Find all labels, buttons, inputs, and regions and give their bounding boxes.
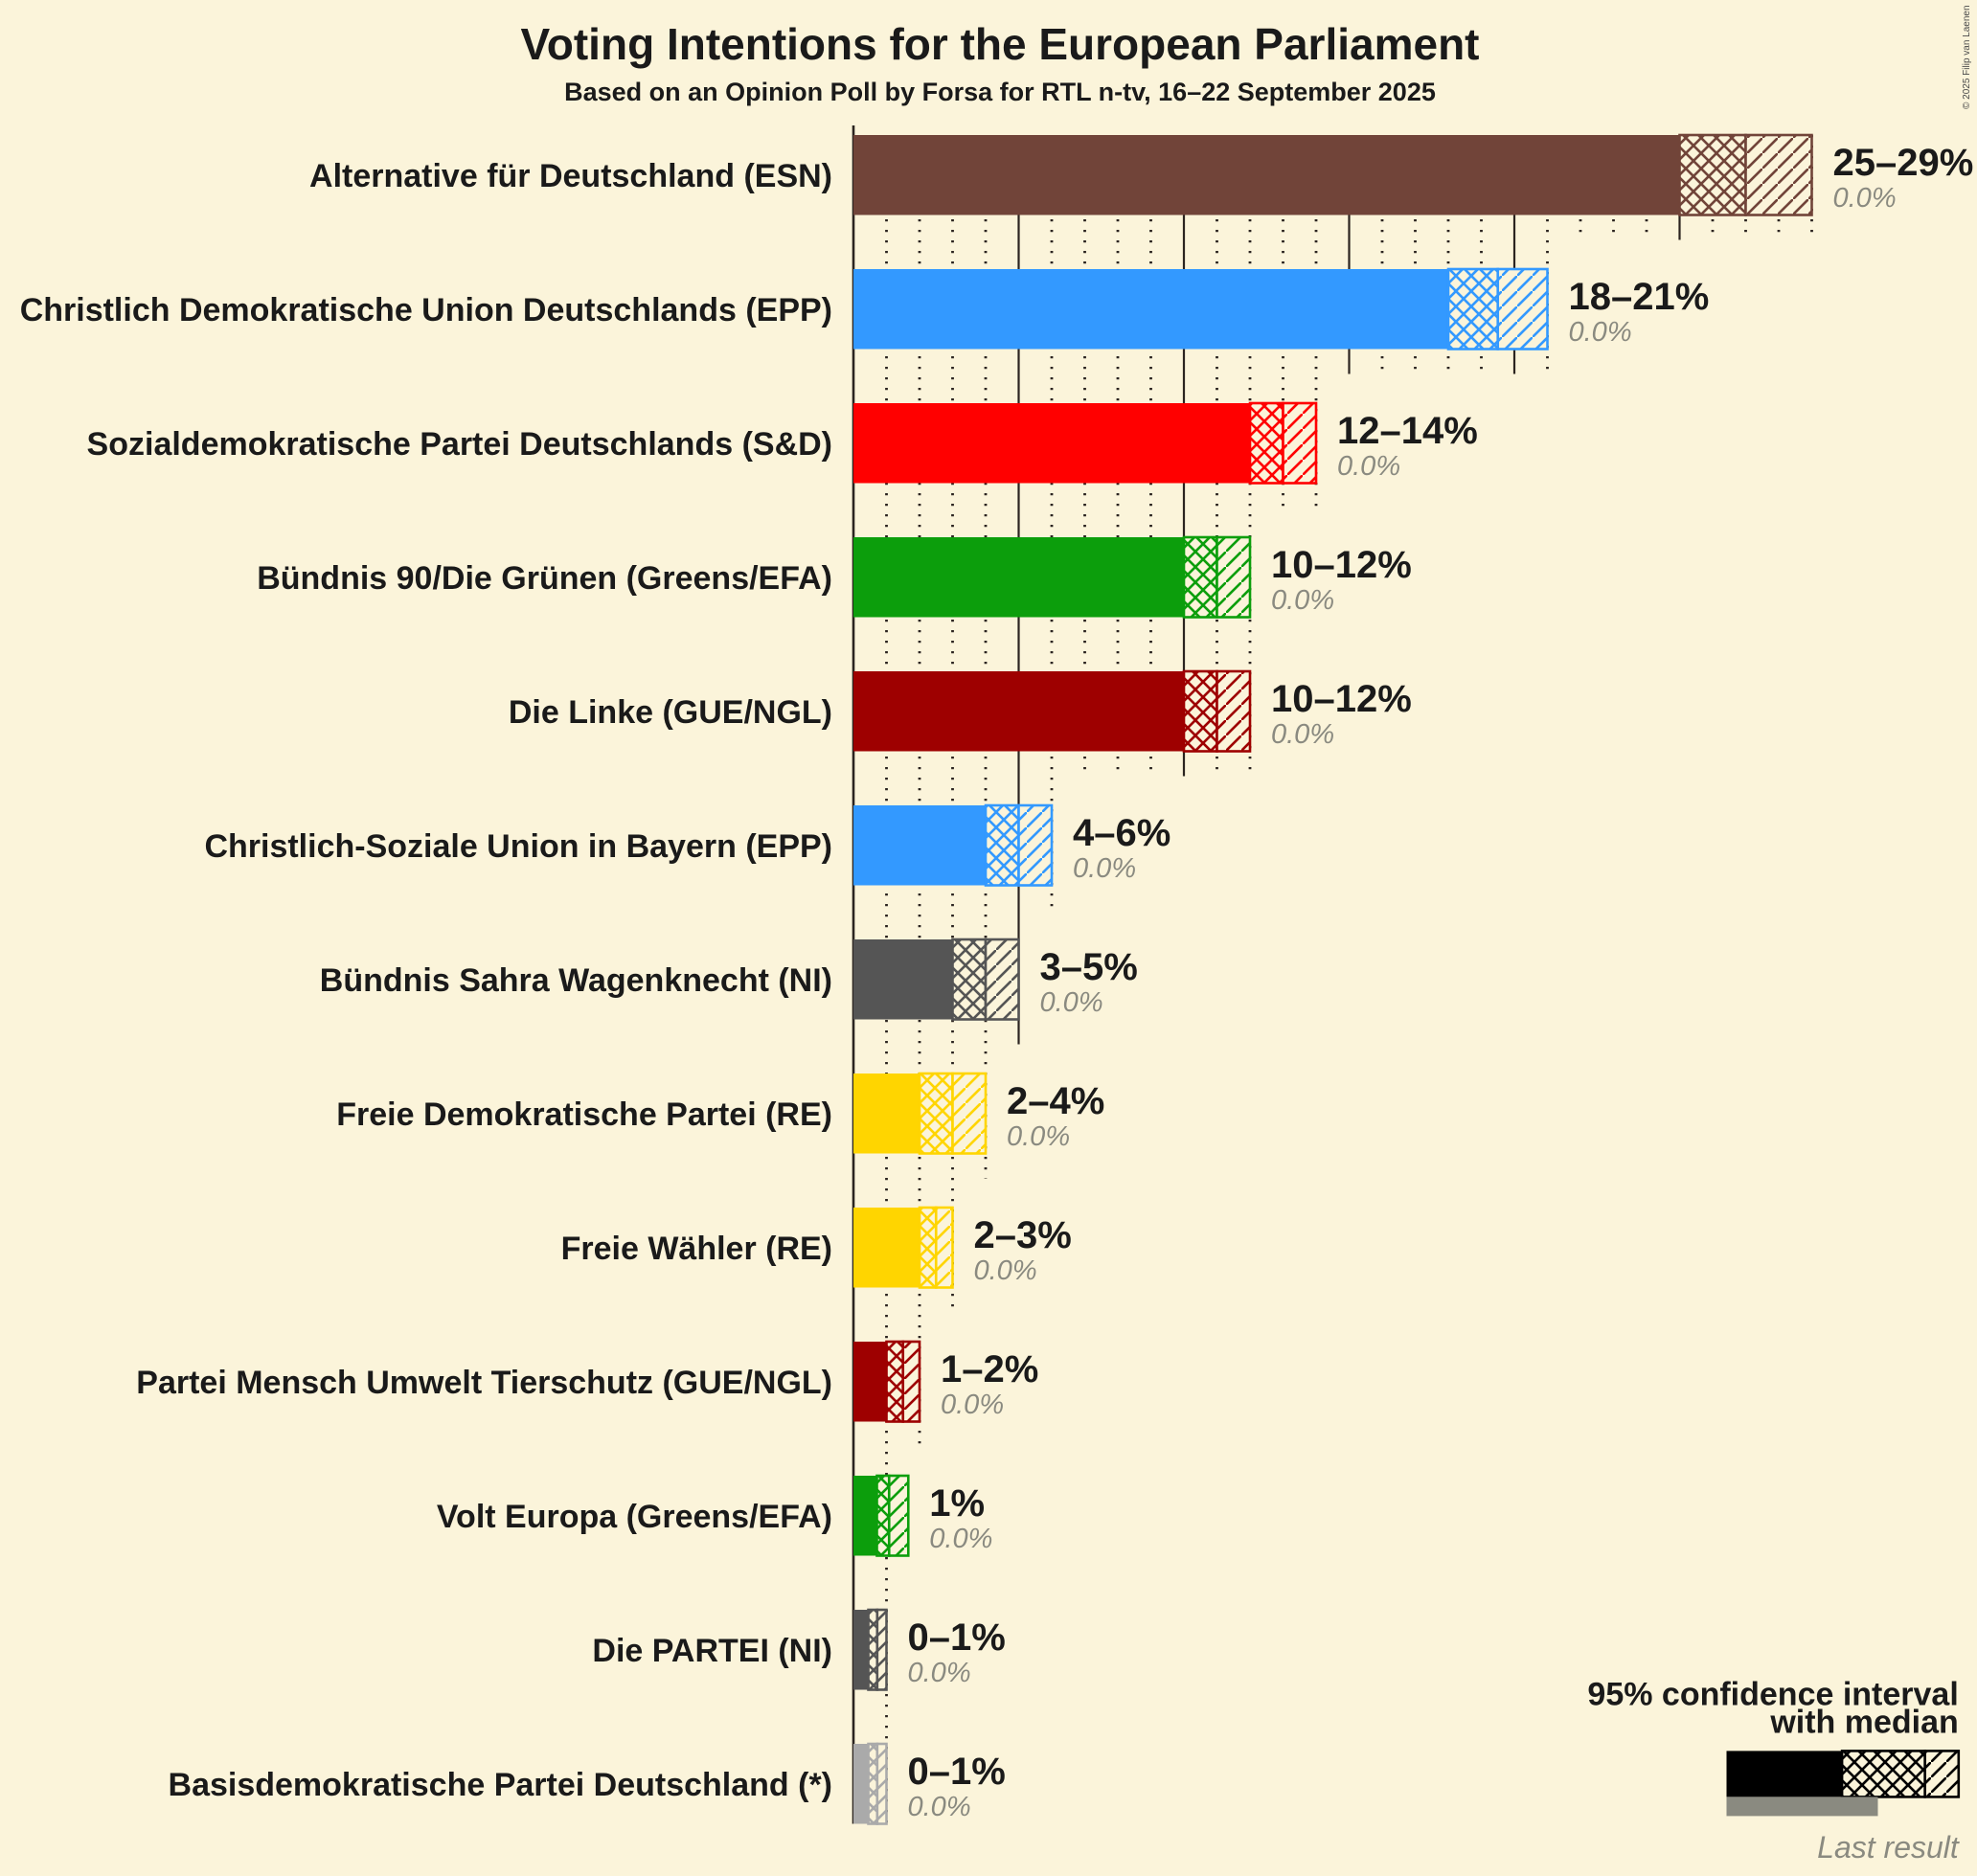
svg-text:Last result: Last result: [1817, 1830, 1960, 1865]
svg-text:0.0%: 0.0%: [941, 1390, 1004, 1420]
svg-text:0–1%: 0–1%: [908, 1616, 1006, 1659]
svg-text:0.0%: 0.0%: [1833, 183, 1897, 214]
svg-text:0.0%: 0.0%: [908, 1658, 971, 1688]
svg-text:Christlich Demokratische Union: Christlich Demokratische Union Deutschla…: [20, 292, 832, 328]
svg-text:© 2025 Filip van Laenen: © 2025 Filip van Laenen: [1962, 5, 1972, 109]
svg-text:0.0%: 0.0%: [1337, 451, 1400, 482]
svg-text:Freie Wähler (RE): Freie Wähler (RE): [561, 1231, 832, 1267]
svg-text:0.0%: 0.0%: [1040, 987, 1103, 1018]
svg-text:2–4%: 2–4%: [1007, 1080, 1104, 1122]
svg-text:Volt Europa (Greens/EFA): Volt Europa (Greens/EFA): [437, 1499, 832, 1535]
svg-text:25–29%: 25–29%: [1833, 142, 1974, 184]
svg-text:Voting Intentions for the Euro: Voting Intentions for the European Parli…: [521, 19, 1480, 69]
svg-text:0–1%: 0–1%: [908, 1751, 1006, 1793]
svg-text:0.0%: 0.0%: [1007, 1121, 1070, 1152]
svg-text:0.0%: 0.0%: [1271, 585, 1334, 616]
svg-text:Basisdemokratische Partei Deut: Basisdemokratische Partei Deutschland (*…: [169, 1767, 832, 1803]
svg-text:0.0%: 0.0%: [1073, 853, 1136, 884]
svg-text:Bündnis 90/Die Grünen (Greens/: Bündnis 90/Die Grünen (Greens/EFA): [257, 560, 832, 597]
svg-text:12–14%: 12–14%: [1337, 410, 1478, 452]
svg-text:0.0%: 0.0%: [1569, 317, 1632, 348]
svg-text:0.0%: 0.0%: [1271, 719, 1334, 750]
svg-text:0.0%: 0.0%: [908, 1792, 971, 1822]
svg-text:3–5%: 3–5%: [1040, 946, 1138, 988]
svg-text:Christlich-Soziale Union in Ba: Christlich-Soziale Union in Bayern (EPP): [204, 828, 832, 865]
svg-text:Alternative für Deutschland (E: Alternative für Deutschland (ESN): [309, 158, 832, 194]
svg-text:18–21%: 18–21%: [1569, 276, 1710, 318]
svg-text:Partei Mensch Umwelt Tierschut: Partei Mensch Umwelt Tierschutz (GUE/NGL…: [136, 1365, 832, 1401]
svg-text:10–12%: 10–12%: [1271, 544, 1412, 586]
svg-text:1–2%: 1–2%: [941, 1348, 1038, 1390]
svg-text:0.0%: 0.0%: [974, 1255, 1037, 1286]
svg-text:0.0%: 0.0%: [929, 1524, 992, 1554]
svg-text:4–6%: 4–6%: [1073, 812, 1170, 854]
svg-text:with median: with median: [1769, 1705, 1958, 1741]
svg-text:Sozialdemokratische Partei Deu: Sozialdemokratische Partei Deutschlands …: [87, 426, 832, 463]
svg-text:Die PARTEI (NI): Die PARTEI (NI): [592, 1633, 832, 1669]
svg-text:1%: 1%: [929, 1482, 985, 1525]
svg-text:10–12%: 10–12%: [1271, 678, 1412, 720]
svg-text:2–3%: 2–3%: [974, 1214, 1072, 1256]
svg-text:Freie Demokratische Partei (RE: Freie Demokratische Partei (RE): [336, 1096, 832, 1133]
svg-text:Die Linke (GUE/NGL): Die Linke (GUE/NGL): [509, 694, 832, 731]
svg-text:Based on an Opinion Poll by Fo: Based on an Opinion Poll by Forsa for RT…: [564, 78, 1436, 106]
svg-text:Bündnis Sahra Wagenknecht (NI): Bündnis Sahra Wagenknecht (NI): [320, 962, 832, 999]
